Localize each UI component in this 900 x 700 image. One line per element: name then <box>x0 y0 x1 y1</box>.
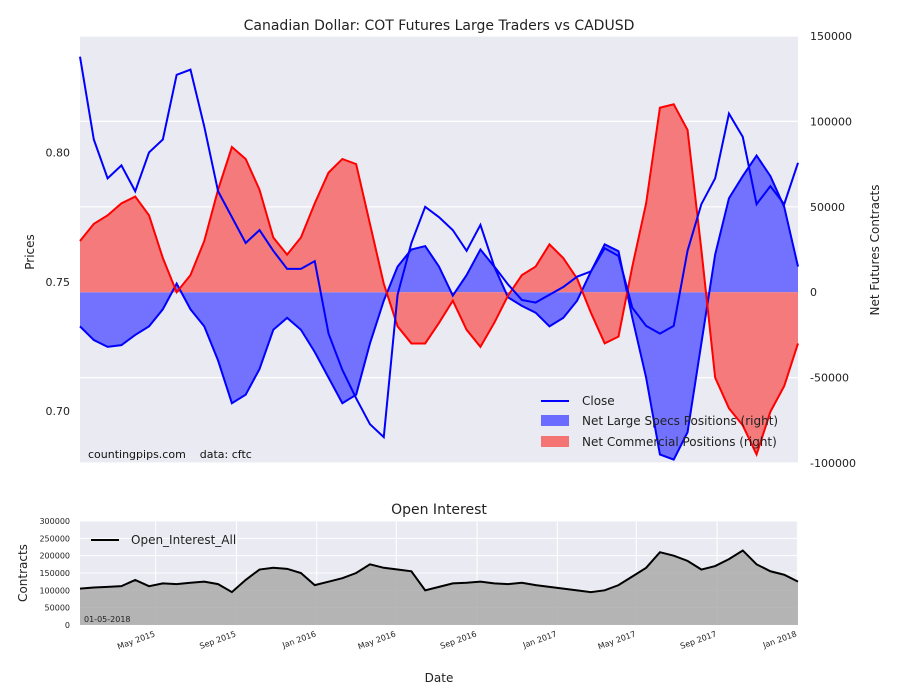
close-line <box>79 56 799 440</box>
open-interest-tick-label: 150000 <box>39 569 70 578</box>
large-specs-area <box>80 155 798 460</box>
date-axis-label: Date <box>425 671 454 685</box>
source-annotation: countingpips.com data: cftc <box>88 448 252 461</box>
open-interest-axis-label: Contracts <box>16 544 30 602</box>
price-tick-label: 0.75 <box>46 276 71 289</box>
open-interest-title: Open Interest <box>391 502 487 518</box>
commercial-line <box>79 103 799 458</box>
legend-close-label: Close <box>582 394 615 408</box>
date-note: 01-05-2018 <box>84 615 131 624</box>
open-interest-area <box>79 549 799 625</box>
large-specs-line <box>79 153 799 461</box>
legend-large-specs-label: Net Large Specs Positions (right) <box>582 414 778 428</box>
date-x-ticks: May 2015 Sep 2015 Jan 2016 May 2016 Sep 2016… <box>116 629 798 651</box>
price-axis-label: Prices <box>23 234 37 270</box>
date-tick-label: Sep 2017 <box>679 629 718 650</box>
date-tick-label: Jan 2017 <box>521 629 558 650</box>
contracts-tick-label: -100000 <box>810 457 856 470</box>
date-tick-label: Jan 2016 <box>280 629 317 650</box>
main-title: Canadian Dollar: COT Futures Large Trade… <box>244 18 635 34</box>
price-tick-label: 0.70 <box>46 405 71 418</box>
open-interest-tick-label: 300000 <box>39 517 70 526</box>
open-interest-tick-label: 250000 <box>39 534 70 543</box>
open-interest-tick-label: 50000 <box>45 604 70 613</box>
open-interest-y-ticks: 0 50000 100000 150000 200000 250000 300000 <box>39 517 70 630</box>
legend-commercial-label: Net Commercial Positions (right) <box>582 435 777 449</box>
contracts-y-ticks: -100000 -50000 0 50000 100000 150000 <box>810 30 856 470</box>
contracts-tick-label: 100000 <box>810 115 852 128</box>
legend-commercial-swatch <box>541 436 569 447</box>
contracts-tick-label: 150000 <box>810 30 852 43</box>
date-tick-label: Sep 2016 <box>439 629 478 650</box>
date-tick-label: Jan 2018 <box>761 629 798 650</box>
legend-large-specs-swatch <box>541 415 569 426</box>
date-tick-label: May 2016 <box>357 629 397 651</box>
open-interest-legend: Open_Interest_All <box>91 533 236 547</box>
price-tick-label: 0.80 <box>46 146 71 159</box>
open-interest-tick-label: 100000 <box>39 586 70 595</box>
contracts-tick-label: 0 <box>810 286 817 299</box>
close-series-line <box>79 56 799 440</box>
date-tick-label: May 2017 <box>597 629 637 651</box>
contracts-axis-label: Net Futures Contracts <box>868 184 882 315</box>
contracts-tick-label: 50000 <box>810 201 845 214</box>
contracts-tick-label: -50000 <box>810 372 849 385</box>
positions-lines <box>79 103 799 461</box>
open-interest-tick-label: 200000 <box>39 552 70 561</box>
date-tick-label: May 2015 <box>116 629 156 651</box>
price-y-ticks: 0.70 0.75 0.80 <box>46 146 71 418</box>
open-interest-line <box>79 549 799 594</box>
open-interest-tick-label: 0 <box>65 621 70 630</box>
date-tick-label: Sep 2015 <box>198 629 237 650</box>
price-legend: Close Net Large Specs Positions (right) … <box>541 394 778 449</box>
legend-open-interest-label: Open_Interest_All <box>131 533 236 547</box>
